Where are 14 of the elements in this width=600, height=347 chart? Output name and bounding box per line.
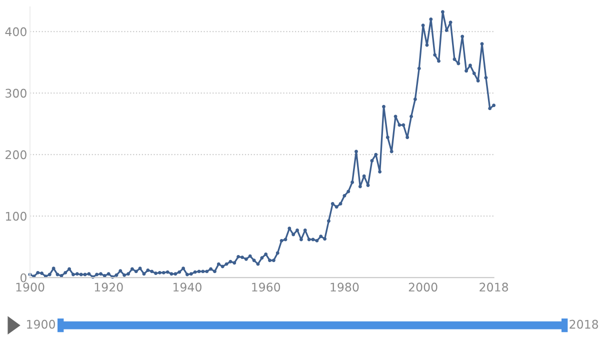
text: 1900 (27, 320, 56, 329)
x-tick-label: 1940 (173, 282, 202, 292)
y-tick-label: 0 (20, 273, 26, 282)
x-tick-label: 2018 (480, 282, 508, 292)
text: 2018 (570, 320, 598, 329)
x-tick-label: 2000 (408, 282, 438, 292)
y-tick-label: 200 (6, 150, 26, 160)
x-tick-label: 1980 (330, 282, 359, 292)
x-tick-label: 1960 (252, 282, 280, 292)
y-tick-label: 400 (5, 27, 26, 36)
y-tick-label: 100 (6, 212, 26, 221)
x-tick-label: 1920 (94, 282, 123, 292)
x-tick-label: 1900 (16, 282, 44, 292)
y-tick-label: 300 (6, 88, 26, 98)
